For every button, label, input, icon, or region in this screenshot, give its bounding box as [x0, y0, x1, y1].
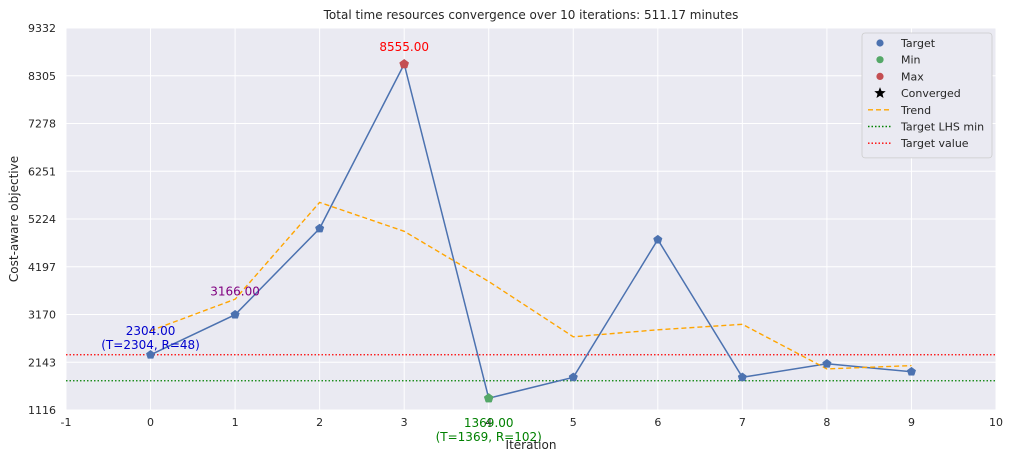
legend-box: [861, 32, 993, 159]
series-point-target: [906, 366, 916, 376]
legend-label: Target value: [900, 137, 969, 150]
grid: [65, 27, 997, 411]
series-line-target: [150, 61, 912, 400]
y-axis: 1116 2143 3170 4197 5224 6251 7278 8305 9332: [28, 22, 56, 417]
x-tick-label: 8: [823, 416, 830, 429]
y-axis-title: Cost-aware objective: [7, 156, 21, 282]
y-tick-label: 1116: [28, 404, 56, 417]
annotation-label: 1369.00: [464, 416, 514, 430]
y-tick-label: 6251: [28, 165, 56, 178]
y-tick-label: 5224: [28, 213, 56, 226]
x-axis-title: Iteration: [506, 438, 557, 452]
y-tick-label: 7278: [28, 118, 56, 131]
x-tick-label: 2: [316, 416, 323, 429]
series-point-target: [146, 349, 156, 359]
legend-marker: [876, 56, 884, 64]
x-tick-label: 0: [147, 416, 154, 429]
x-tick-label: 3: [401, 416, 408, 429]
legend: Target Min Max Converged Trend Target LHS min…: [861, 32, 993, 159]
series-layer: [150, 61, 912, 400]
y-tick-label: 9332: [28, 22, 56, 35]
x-tick-label: 5: [570, 416, 577, 429]
legend-label: Min: [901, 54, 921, 67]
x-tick-label: 4: [485, 416, 492, 429]
y-tick-label: 8305: [28, 70, 56, 83]
reference-lines: [66, 354, 996, 382]
chart-title: Total time resources convergence over 10…: [323, 8, 739, 22]
legend-label: Converged: [901, 87, 961, 100]
series-point-target: [230, 309, 240, 319]
x-tick-label: -1: [61, 416, 72, 429]
legend-label: Target: [900, 37, 936, 50]
x-tick-label: 7: [739, 416, 746, 429]
annotation-label: 3166.00: [210, 285, 260, 299]
series-point-target: [315, 223, 325, 233]
points-layer: [146, 58, 916, 403]
annotation-label: (T=2304, R=48): [101, 338, 200, 352]
legend-label: Max: [901, 70, 924, 83]
series-point-target: [653, 234, 663, 244]
x-tick-label: 9: [908, 416, 915, 429]
annotation-label: 8555.00: [379, 40, 429, 54]
x-tick-label: 1: [232, 416, 239, 429]
legend-label: Target LHS min: [900, 121, 984, 134]
x-axis: -1 0 1 2 3 4 5 6 7 8 9 10: [61, 416, 1003, 429]
series-point-target: [737, 372, 747, 382]
legend-label: Trend: [900, 104, 931, 117]
legend-marker: [876, 72, 884, 80]
max-point: [399, 58, 409, 69]
legend-marker: [876, 39, 884, 47]
annotation-label: 2304.00: [126, 324, 176, 338]
y-tick-label: 4197: [28, 261, 56, 274]
min-point: [483, 393, 494, 403]
annotation-label: (T=1369, R=102): [436, 430, 542, 444]
series-line-trend: [150, 201, 912, 370]
legend-marker: [874, 87, 886, 98]
y-tick-label: 2143: [28, 356, 56, 369]
x-tick-label: 10: [989, 416, 1003, 429]
series-point-target: [822, 358, 832, 368]
x-tick-label: 6: [654, 416, 661, 429]
y-tick-label: 3170: [28, 309, 56, 322]
annotations: 8555.00 2304.00(T=2304, R=48) 3166.00 1369.…: [101, 40, 542, 444]
series-point-target: [568, 372, 578, 382]
